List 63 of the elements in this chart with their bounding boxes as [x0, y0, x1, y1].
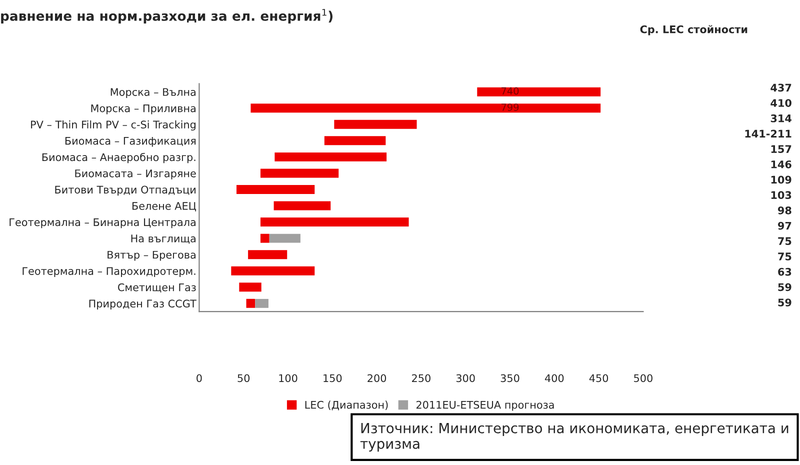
y-tick-label: Биомасата – Изгаряне: [75, 170, 196, 180]
x-tick-label: 0: [196, 374, 202, 382]
bar: [260, 168, 339, 178]
text: 141-211: [745, 130, 792, 138]
bar: [246, 298, 256, 308]
y-tick-label: Белене АЕЦ: [132, 202, 196, 212]
text: 314: [770, 114, 792, 122]
text: 146: [771, 160, 792, 168]
x-tick-label: 250: [412, 374, 430, 382]
text: 437: [770, 84, 792, 92]
x-tick-label: 100: [279, 374, 298, 382]
y-tick-label: Природен Газ CCGT: [89, 300, 196, 310]
text: 103: [771, 191, 792, 200]
y-tick-label: Сметищен Газ: [118, 283, 196, 293]
text: Източник: Министерство на икономиката, енергетиката и туризма: [360, 423, 788, 452]
y-tick-label: Битови Твърди Отпадъци: [55, 186, 196, 196]
text: 109: [771, 176, 792, 184]
x-tick-label: 150: [324, 374, 342, 382]
bar: [324, 136, 386, 146]
y-tick-label: Вятър – Брегова: [108, 250, 196, 261]
bar: [269, 234, 300, 243]
text: 97: [778, 222, 792, 230]
bar: [334, 120, 417, 129]
bar: [231, 266, 315, 276]
bar: [239, 282, 262, 292]
x-tick-label: 500: [634, 374, 652, 382]
bar: [250, 104, 601, 113]
x-tick-label: 400: [544, 374, 564, 382]
legend-label: 2011EU-ETSEUA прогноза: [416, 400, 554, 411]
legend-label: LEC (Диапазон): [305, 400, 388, 410]
y-tick-label: Геотермална – Бинарна Централа: [10, 218, 196, 228]
bar: [236, 185, 315, 194]
text: 410: [770, 99, 792, 107]
chart-title: равнение на норм.разходи за ел. енергия$^{1}$): [1, 8, 332, 24]
text: 98: [778, 206, 792, 214]
text: 75: [778, 252, 792, 260]
x-tick-label: 450: [589, 374, 608, 382]
bar: [255, 298, 268, 308]
text: 157: [771, 145, 792, 153]
text: 59: [778, 283, 792, 292]
annotation: 740: [502, 87, 519, 95]
bar: [477, 87, 601, 96]
x-tick-label: 50: [238, 374, 250, 382]
y-tick-label: Морска – Вълна: [110, 88, 196, 98]
y-tick-label: Биомаса – Газификация: [65, 137, 196, 147]
bar: [260, 218, 409, 227]
y-tick-label: На въглища: [131, 234, 196, 244]
y-tick-label: Биомаса – Анаеробно разгр.: [42, 152, 196, 164]
text: 59: [778, 298, 792, 306]
text: Ср. LEC стойности: [640, 25, 748, 36]
y-tick-label: Морска – Приливна: [91, 104, 196, 114]
bar: [248, 250, 288, 260]
y-tick-label: PV – Thin Film PV – c-Si Tracking: [31, 120, 196, 131]
bar: [260, 234, 270, 243]
text: 75: [778, 237, 792, 246]
x-tick-label: 350: [500, 374, 520, 382]
y-tick-label: Геотермална – Парохидротерм.: [22, 267, 196, 277]
x-tick-label: 200: [368, 374, 386, 382]
bar: [274, 152, 387, 162]
annotation: 799: [502, 104, 519, 111]
text: 63: [778, 268, 792, 276]
x-tick-label: 300: [456, 374, 475, 382]
bar: [274, 201, 331, 210]
